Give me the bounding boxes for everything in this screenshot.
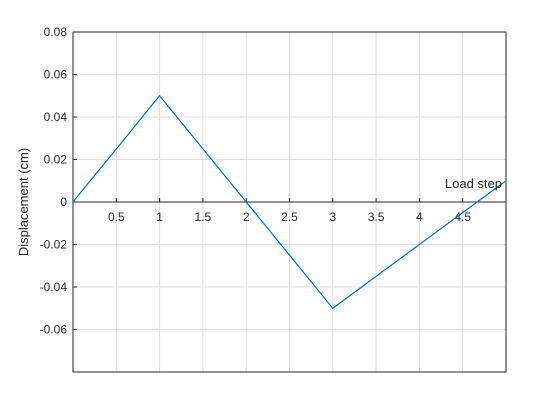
x-tick-label: 3.5 bbox=[368, 210, 385, 224]
y-tick-label: 0.08 bbox=[44, 25, 68, 39]
x-tick-label: 4.5 bbox=[454, 210, 471, 224]
y-tick-label: 0 bbox=[60, 195, 67, 209]
y-axis-label: Displacement (cm) bbox=[16, 148, 31, 256]
x-tick-label: 1 bbox=[156, 210, 163, 224]
y-tick-label: -0.02 bbox=[40, 238, 68, 252]
x-tick-label: 3 bbox=[329, 210, 336, 224]
series-line bbox=[72, 94, 507, 310]
y-tick-label: 0.06 bbox=[44, 68, 68, 82]
x-tick-label: 0.5 bbox=[108, 210, 125, 224]
x-tick-label: 2.5 bbox=[281, 210, 298, 224]
x-tick-label: 1.5 bbox=[195, 210, 212, 224]
y-tick-label: 0.02 bbox=[44, 153, 68, 167]
y-tick-label: 0.04 bbox=[44, 110, 68, 124]
y-tick-label: -0.06 bbox=[40, 323, 68, 337]
x-axis-label: Load step bbox=[445, 176, 502, 191]
y-tick-label: -0.04 bbox=[40, 280, 68, 294]
x-ticks: 0.5 1 1.5 2 2.5 3 3.5 4 4.5 bbox=[108, 198, 471, 224]
x-tick-label: 2 bbox=[243, 210, 250, 224]
x-tick-label: 4 bbox=[416, 210, 423, 224]
y-ticks: 0.08 0.06 0.04 0.02 0 -0.02 -0.04 -0.06 bbox=[40, 25, 77, 337]
